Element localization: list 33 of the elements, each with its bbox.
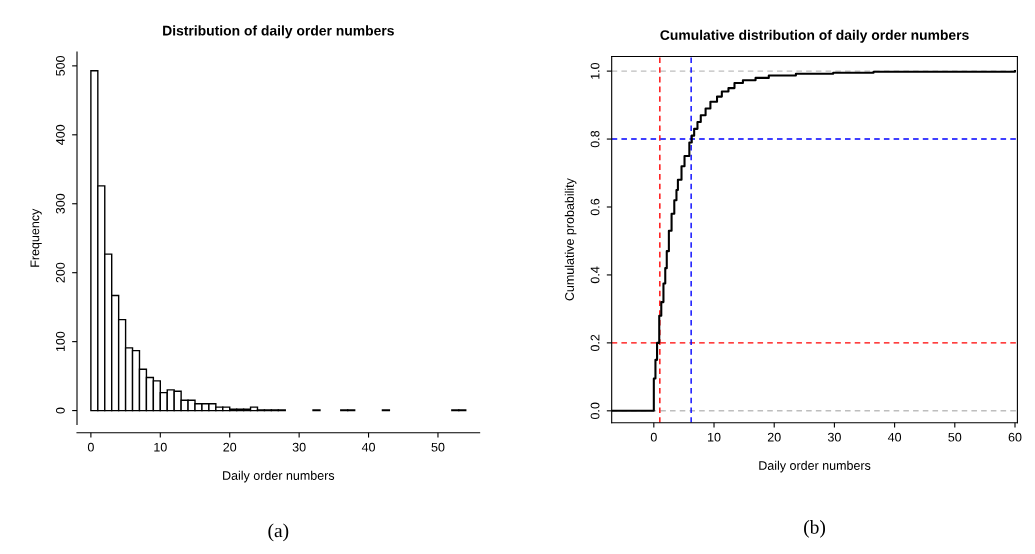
x-axis-title: Daily order numbers (223, 470, 335, 483)
y-tick-label: 0.2 (590, 334, 600, 352)
y-tick-label: 0.4 (590, 266, 600, 284)
x-tick-label: 40 (887, 432, 902, 442)
y-tick-label: 0.8 (590, 130, 600, 148)
x-tick-label: 20 (767, 432, 781, 442)
chart-title: Distribution of daily order numbers (163, 25, 394, 39)
y-tick-label: 200 (55, 262, 65, 283)
y-tick-label: 1.0 (590, 62, 600, 79)
text: (a) (268, 523, 289, 542)
y-tick-label: 400 (55, 124, 65, 145)
x-tick-label: 50 (431, 442, 445, 452)
y-tick-label: 100 (55, 331, 65, 352)
x-tick-label: 20 (223, 442, 237, 452)
x-tick-label: 30 (292, 442, 306, 452)
x-tick-label: 30 (827, 432, 841, 442)
y-tick-label: 300 (55, 193, 65, 214)
x-tick-label: 0 (87, 442, 94, 452)
x-axis-title: Daily order numbers (759, 460, 871, 473)
y-axis-title: Cumulative probability (564, 178, 577, 301)
x-tick-label: 40 (361, 442, 376, 452)
text: (b) (804, 520, 826, 538)
y-tick-label: 0 (55, 407, 65, 414)
chart-title: Cumulative distribution of daily order numbers (660, 29, 969, 43)
y-tick-label: 500 (55, 55, 65, 76)
y-tick-label: 0.6 (590, 198, 600, 216)
x-tick-label: 60 (1008, 432, 1022, 442)
x-tick-label: 0 (650, 432, 657, 442)
x-tick-label: 50 (948, 432, 962, 442)
x-tick-label: 10 (154, 442, 167, 452)
y-axis-title: Frequency (30, 208, 42, 267)
x-tick-label: 10 (708, 432, 721, 442)
y-tick-label: 0.0 (590, 402, 600, 420)
